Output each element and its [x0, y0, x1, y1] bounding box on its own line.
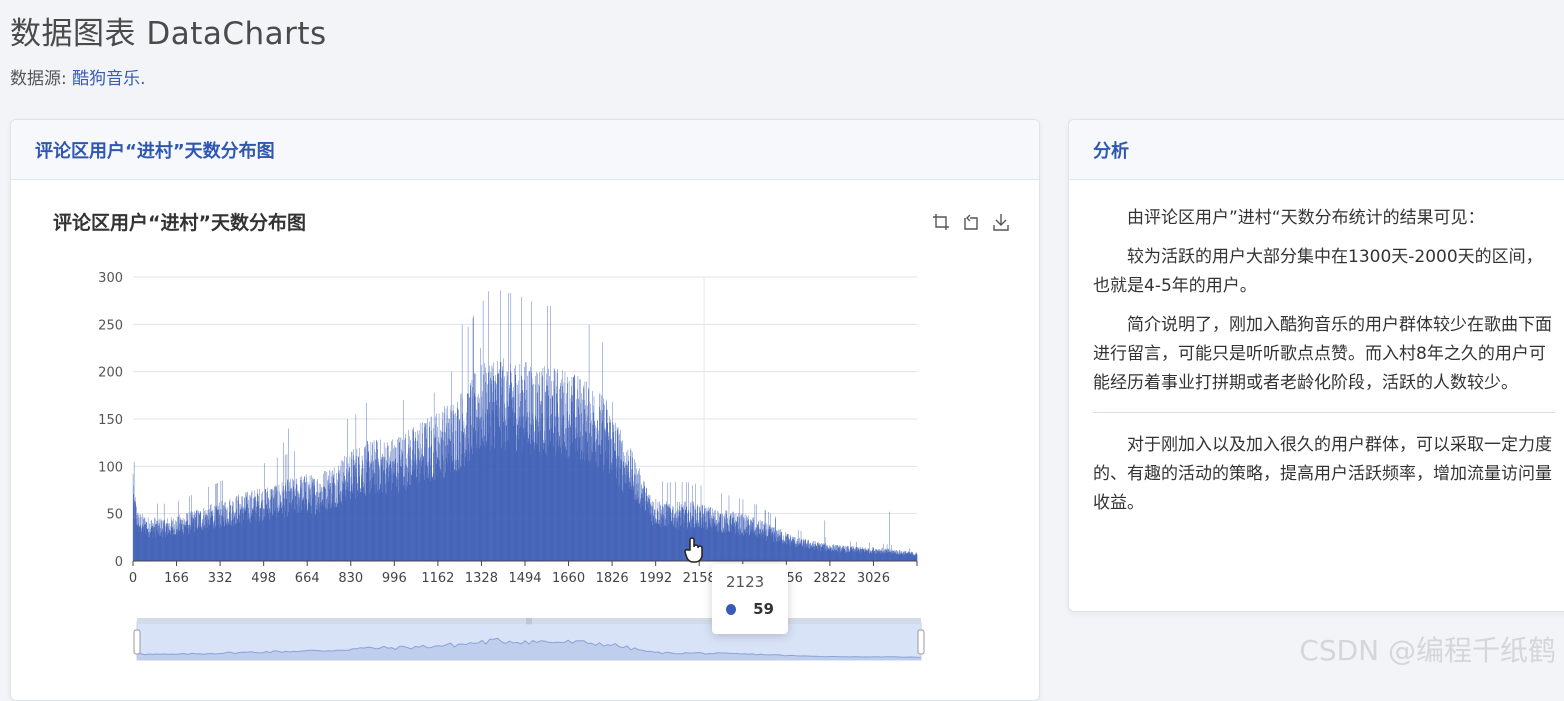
x-tick-label: 996 — [382, 571, 407, 586]
source-label: 数据源: — [10, 69, 72, 89]
page-title: 数据图表 DataCharts — [10, 8, 327, 53]
x-tick-label: 0 — [129, 571, 137, 586]
analysis-divider — [1093, 412, 1555, 413]
y-tick-label: 0 — [115, 555, 123, 570]
source-link[interactable]: 酷狗音乐. — [72, 69, 145, 89]
x-tick-label: 2158 — [683, 571, 716, 586]
x-tick-label: 1494 — [508, 571, 541, 586]
zoom-reset-icon[interactable] — [961, 212, 981, 232]
y-tick-label: 100 — [98, 460, 123, 475]
analysis-paragraph: 较为活跃的用户大部分集中在1300天-2000天的区间，也就是4-5年的用户。 — [1093, 243, 1555, 301]
hand-cursor-icon — [683, 536, 705, 564]
x-tick-label: 1162 — [421, 571, 454, 586]
analysis-paragraph: 简介说明了，刚加入酷狗音乐的用户群体较少在歌曲下面进行留言，可能只是听听歌点点赞… — [1093, 311, 1555, 398]
x-tick-label: 332 — [208, 571, 233, 586]
x-tick-label: 1328 — [465, 571, 498, 586]
zoom-handle-left — [134, 630, 140, 654]
y-tick-label: 50 — [106, 508, 123, 523]
x-tick-label: 830 — [338, 571, 363, 586]
analysis-conclusion: 对于刚加入以及加入很久的用户群体，可以采取一定力度的、有趣的活动的策略，提高用户… — [1093, 431, 1555, 518]
tooltip-y-value: 59 — [753, 600, 774, 618]
y-tick-label: 150 — [98, 413, 123, 428]
data-zoom-slider[interactable]: ||| — [134, 618, 924, 660]
chart-toolbar — [931, 212, 1011, 232]
watermark: CSDN @编程千纸鹤 — [1299, 629, 1556, 669]
chart-canvas: 0 50 100 150 200 250 300 0 166 332 498 664 830 996 11… — [11, 120, 1039, 700]
x-tick-label: 498 — [251, 571, 276, 586]
zoom-grip: ||| — [526, 618, 532, 625]
x-tick-label: 1660 — [552, 571, 585, 586]
chart-card: 评论区用户“进村”天数分布图 0 50 100 150 200 250 300 0 166 33… — [10, 119, 1040, 701]
zoom-handle-right — [918, 630, 924, 654]
x-tick-label: 1826 — [596, 571, 629, 586]
y-tick-label: 300 — [98, 271, 123, 286]
data-source: 数据源: 酷狗音乐. — [10, 64, 146, 89]
analysis-card: 分析 由评论区用户”进村“天数分布统计的结果可见： 较为活跃的用户大部分集中在1… — [1068, 119, 1564, 612]
x-tick-label: 664 — [295, 571, 320, 586]
x-tick-label: 166 — [164, 571, 189, 586]
series-dot-icon — [726, 604, 736, 615]
x-tick-label: 3026 — [857, 571, 890, 586]
x-tick-label: 2822 — [813, 571, 846, 586]
y-tick-label: 200 — [98, 366, 123, 381]
analysis-body: 由评论区用户”进村“天数分布统计的结果可见： 较为活跃的用户大部分集中在1300… — [1069, 180, 1564, 518]
analysis-card-header: 分析 — [1069, 120, 1564, 180]
chart-title: 评论区用户“进村”天数分布图 — [53, 208, 306, 235]
zoom-icon[interactable] — [931, 212, 951, 232]
tooltip-x-value: 2123 — [726, 573, 774, 591]
x-tick-label: 1992 — [639, 571, 672, 586]
chart-tooltip: 2123 59 — [712, 564, 788, 634]
y-tick-label: 250 — [98, 318, 123, 333]
download-icon[interactable] — [991, 212, 1011, 232]
analysis-paragraph: 由评论区用户”进村“天数分布统计的结果可见： — [1093, 204, 1555, 233]
